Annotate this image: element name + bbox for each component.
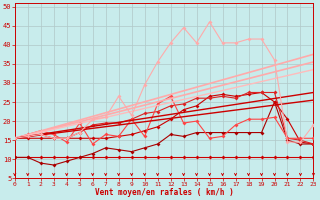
X-axis label: Vent moyen/en rafales ( km/h ): Vent moyen/en rafales ( km/h ): [95, 188, 234, 197]
